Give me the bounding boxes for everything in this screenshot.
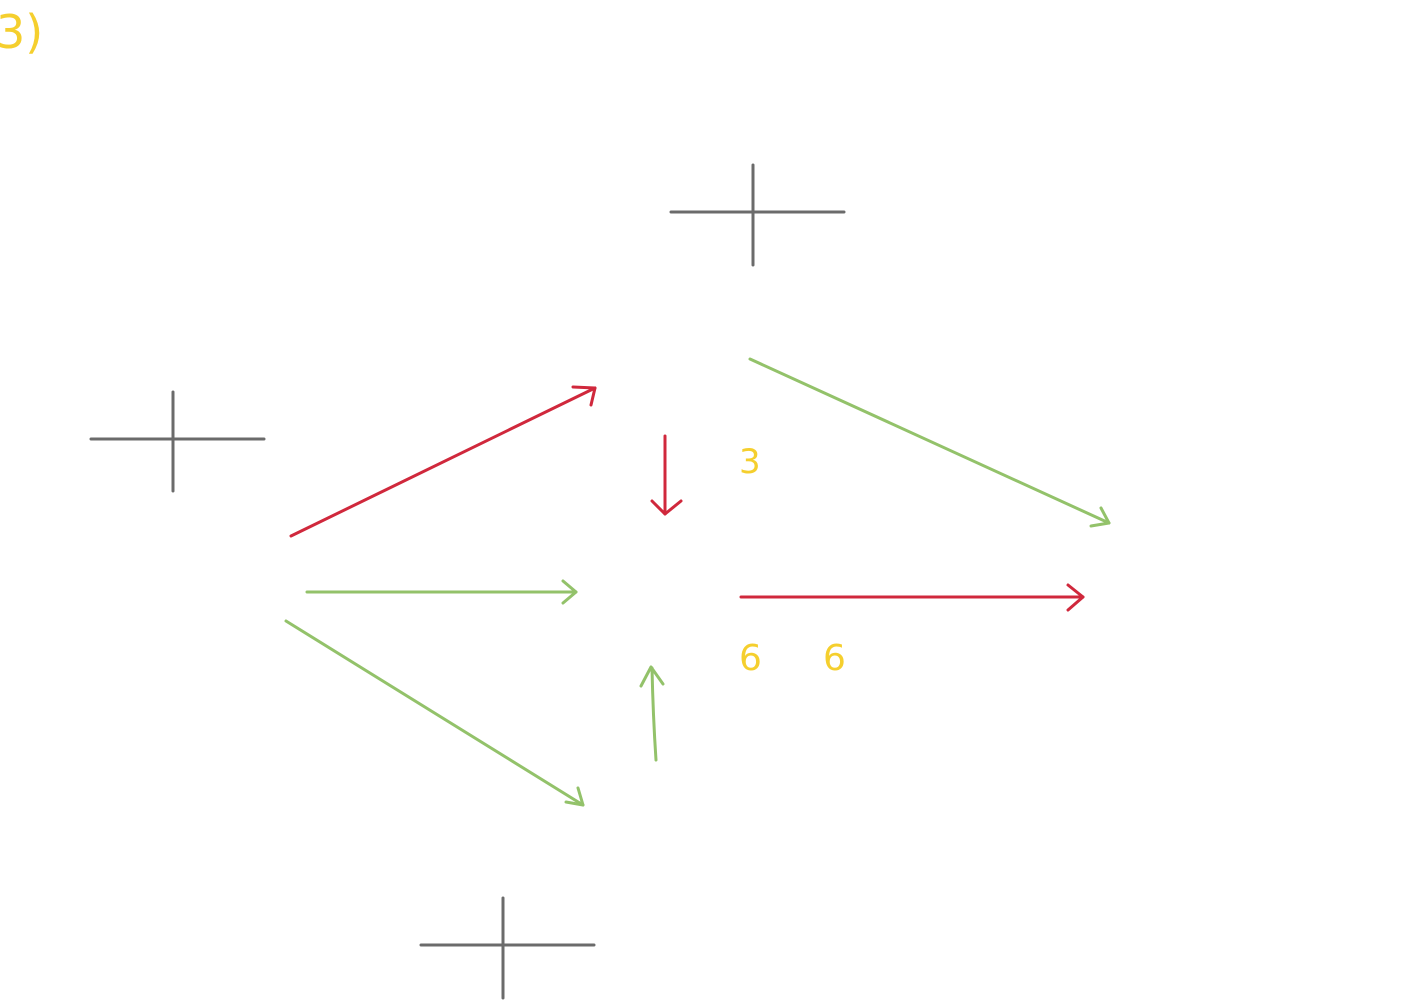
green-arrow-horizontal <box>305 579 578 605</box>
green-arrow-diagonal-down <box>284 619 585 807</box>
green-arrow-diagonal-down-right <box>748 357 1111 528</box>
label-middle-top: 3 <box>739 442 761 482</box>
red-arrow-right <box>739 583 1085 612</box>
label-bottom-left: 6 <box>739 638 762 679</box>
axis-cross-top <box>669 163 846 267</box>
label-bottom-right: 6 <box>823 638 846 679</box>
problem-label: 3) <box>0 5 43 59</box>
red-arrow-diagonal-up <box>289 385 597 538</box>
red-arrow-down <box>650 434 683 516</box>
axis-cross-left <box>89 390 266 493</box>
axis-cross-bottom <box>419 896 596 1000</box>
green-arrow-up <box>639 665 665 762</box>
